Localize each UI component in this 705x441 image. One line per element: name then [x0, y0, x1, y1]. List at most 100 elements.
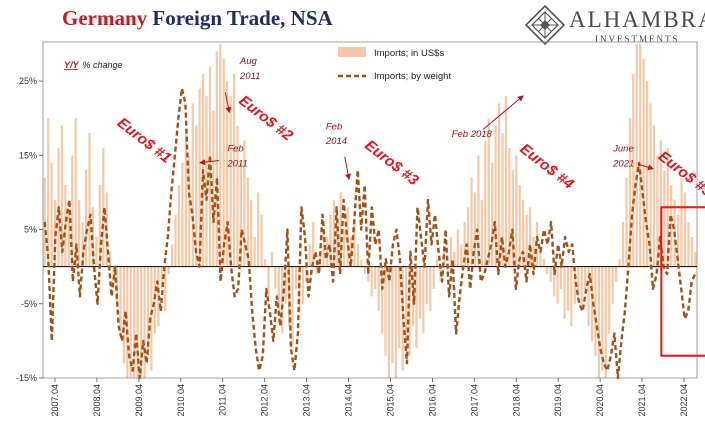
alhambra-logo: ALHAMBRA INVESTMENTS: [525, 5, 705, 45]
import-usd-bar: [449, 236, 452, 267]
import-usd-bar: [525, 214, 528, 267]
annotation-label: Aug: [239, 56, 258, 67]
import-usd-bar: [195, 125, 198, 267]
import-usd-bar: [160, 266, 163, 289]
import-usd-bar: [528, 207, 532, 267]
import-usd-bar: [608, 266, 611, 334]
import-usd-bar: [374, 266, 377, 289]
import-usd-bar: [212, 110, 215, 267]
imports-weight-line-group: [43, 87, 697, 380]
legend-swatch-bars: [338, 47, 366, 57]
imports-weight-line: [43, 87, 697, 380]
import-usd-bar: [587, 266, 590, 327]
import-usd-bar: [102, 147, 105, 267]
import-usd-bar: [232, 73, 236, 267]
import-usd-bar: [642, 58, 645, 267]
import-usd-bar: [115, 266, 119, 304]
import-usd-bar: [652, 125, 656, 267]
import-usd-bar: [635, 44, 638, 267]
import-usd-bar: [522, 199, 525, 267]
import-usd-bar: [391, 266, 394, 364]
x-tick-label: 2007.04: [50, 384, 60, 417]
annotation-label: Feb 2018: [452, 129, 493, 140]
import-usd-bar: [556, 266, 559, 304]
import-usd-bar: [67, 214, 70, 267]
import-usd-bar: [659, 140, 662, 267]
import-usd-bar: [663, 170, 666, 267]
import-usd-bar: [515, 155, 518, 267]
import-usd-bar: [81, 222, 84, 267]
episode-label: Euro$ #2: [236, 92, 297, 145]
logo-name: ALHAMBRA: [569, 7, 705, 32]
import-usd-bar: [446, 266, 449, 275]
import-usd-bar: [632, 73, 635, 267]
import-usd-bar: [532, 236, 535, 267]
import-usd-bar: [222, 58, 225, 267]
import-usd-bar: [649, 103, 652, 267]
import-usd-bar: [346, 207, 349, 267]
chart-axes: [42, 41, 698, 379]
import-usd-bar: [308, 244, 311, 267]
import-usd-bar: [74, 118, 77, 267]
annotation-arrow: [344, 156, 351, 181]
import-usd-bar: [363, 266, 366, 275]
import-usd-bar: [566, 266, 570, 312]
annotation-label: 2011: [226, 158, 247, 169]
chart-ticks: 25% 15% 5% -5% -15% 2007.04 2008.04 2009.04 2010…: [16, 76, 689, 416]
import-usd-bar: [274, 266, 277, 289]
annotation-label: 2011: [239, 71, 260, 82]
y-tick-label: -15%: [16, 373, 37, 383]
import-usd-bar: [694, 251, 697, 267]
import-usd-bar: [236, 125, 239, 267]
import-usd-bar: [436, 259, 439, 267]
import-usd-bar: [429, 266, 432, 312]
x-tick-label: 2014.04: [344, 384, 354, 417]
import-usd-bar: [680, 177, 683, 267]
import-usd-bar: [553, 266, 556, 297]
import-usd-bar: [325, 236, 329, 267]
legend-label-bars: Imports; in US$s: [374, 48, 444, 59]
chart-legend: Imports; in US$s Imports; by weight: [338, 47, 451, 82]
import-usd-bar: [645, 81, 649, 267]
import-usd-bar: [129, 266, 132, 378]
import-usd-bar: [501, 133, 504, 267]
import-usd-bar: [559, 266, 563, 289]
import-usd-bar: [198, 88, 201, 267]
x-tick-label: 2010.04: [176, 384, 186, 417]
import-usd-bar: [584, 266, 587, 289]
import-usd-bar: [215, 51, 218, 267]
diamond-lattice-icon: [525, 5, 565, 45]
import-usd-bar: [690, 236, 693, 267]
import-usd-bar: [460, 244, 463, 267]
import-usd-bar: [122, 266, 125, 364]
import-usd-bar: [504, 95, 508, 267]
import-usd-bar: [260, 214, 263, 267]
x-tick-label: 2018.04: [511, 384, 521, 417]
import-usd-bar: [387, 266, 391, 378]
annotation-label: June: [612, 144, 634, 155]
episode-label: Euro$ #3: [361, 137, 422, 190]
legend-label-line: Imports; by weight: [374, 71, 451, 82]
import-usd-bar: [432, 266, 435, 289]
x-tick-label: 2012.04: [260, 384, 270, 417]
import-usd-bar: [670, 185, 673, 267]
import-usd-bar: [615, 266, 618, 282]
import-usd-bar: [487, 118, 490, 267]
import-usd-bar: [687, 222, 690, 267]
x-tick-label: 2013.04: [302, 384, 312, 417]
import-usd-bar: [384, 266, 387, 356]
x-tick-label: 2011.04: [218, 384, 228, 416]
import-usd-bar: [136, 266, 139, 378]
import-usd-bar: [167, 266, 170, 275]
units-label: Y/Y% change: [64, 60, 123, 70]
x-tick-label: 2020.04: [595, 384, 605, 417]
import-usd-bar: [477, 155, 480, 267]
import-usd-bar: [205, 95, 208, 267]
import-usd-bar: [291, 266, 294, 349]
import-usd-bar: [229, 95, 232, 267]
import-usd-bar: [140, 266, 143, 378]
import-usd-bar: [546, 266, 549, 275]
import-usd-bar: [143, 266, 146, 378]
import-usd-bar: [508, 147, 511, 267]
annotation-arrow: [482, 95, 524, 130]
